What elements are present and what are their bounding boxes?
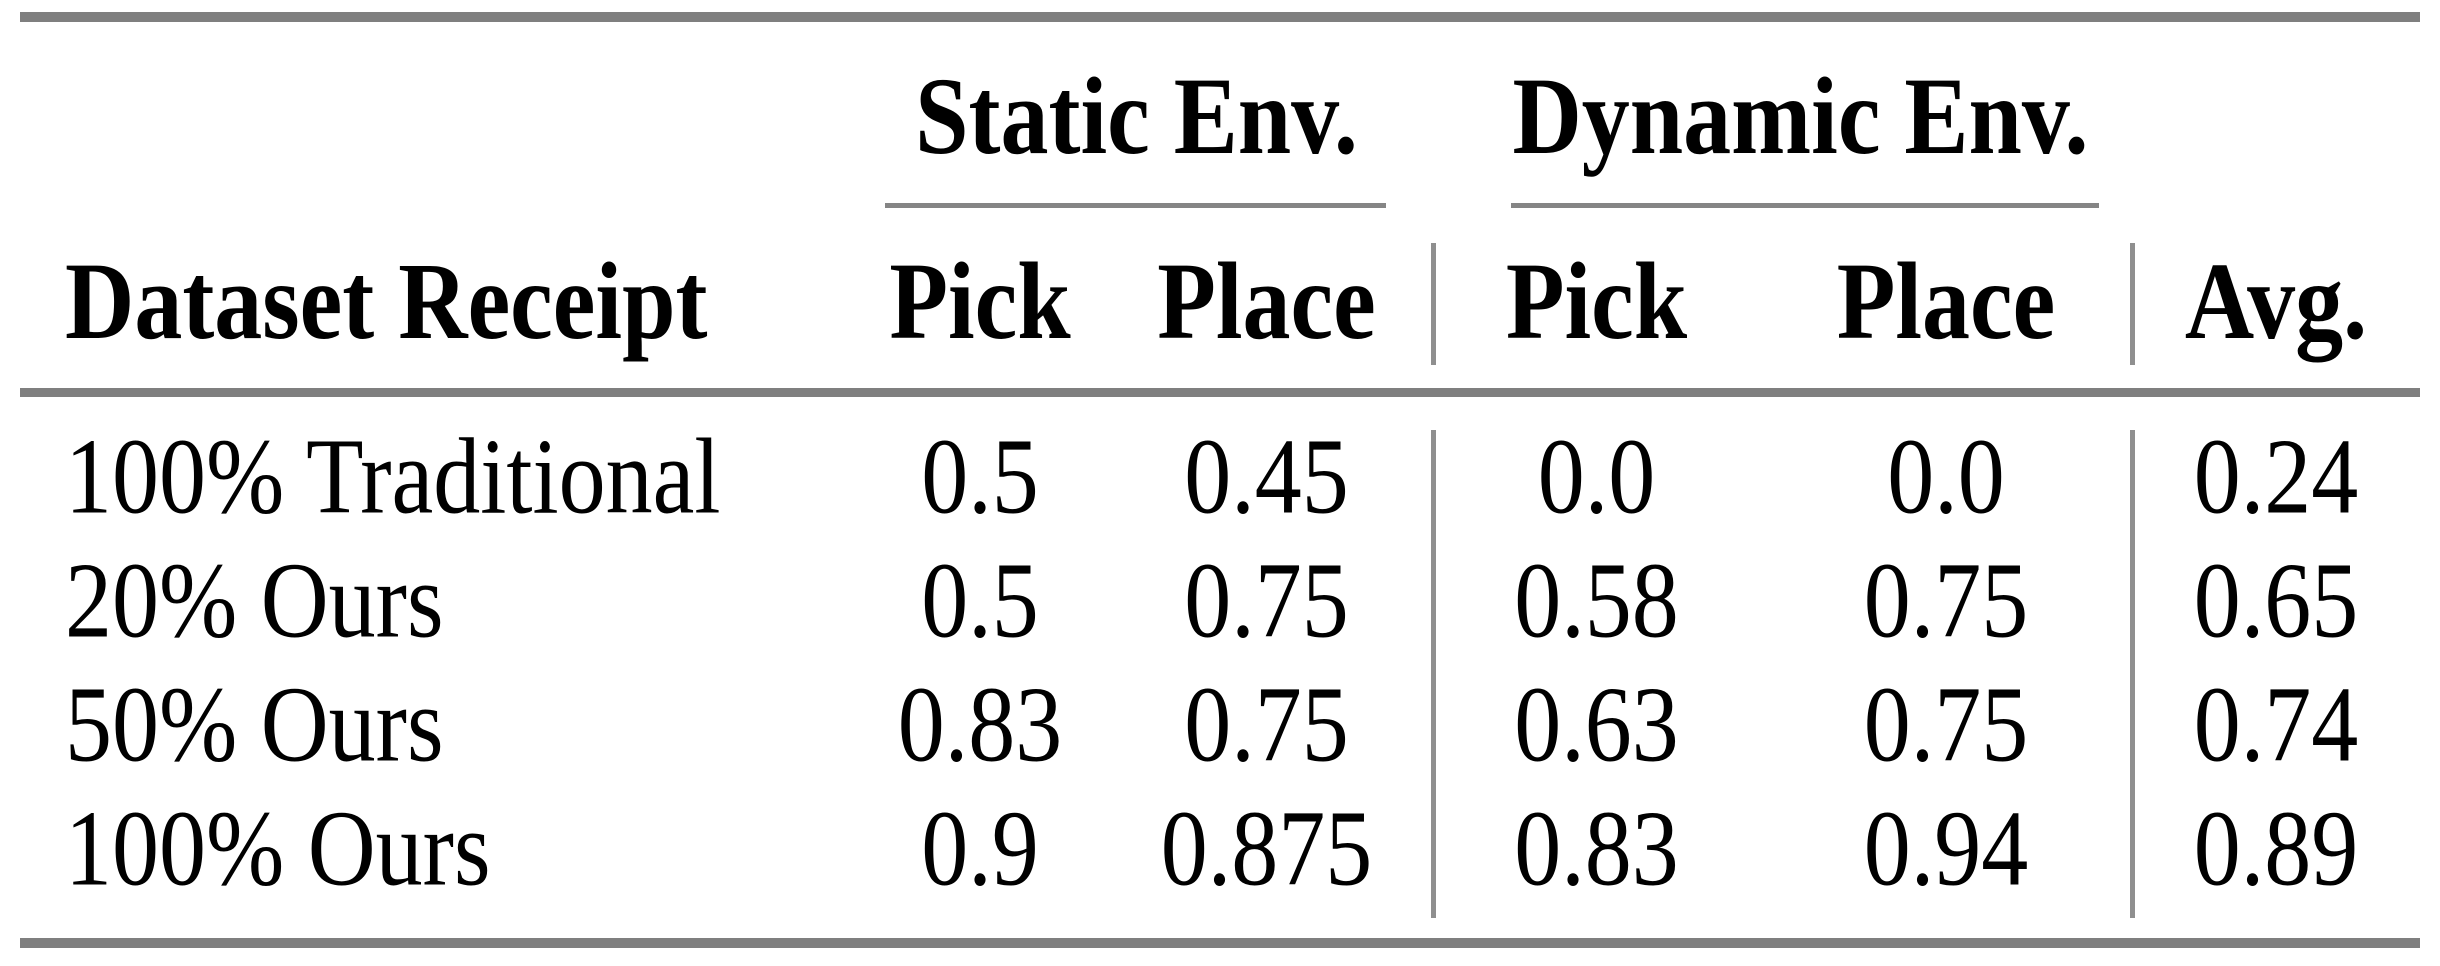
- cell-value: 0.0: [1537, 417, 1656, 537]
- header-separator-rule: [20, 388, 2420, 397]
- cell-value: 0.9: [921, 789, 1039, 909]
- column-header-avg: Avg.: [2184, 238, 2368, 362]
- cell-value: 0.63: [1514, 665, 1679, 785]
- cell-value: 0.875: [1160, 789, 1373, 909]
- cell-value: 0.24: [2193, 417, 2359, 537]
- cell-value: 0.65: [2193, 541, 2359, 661]
- cmidrule-dynamic-env: [1511, 203, 2099, 208]
- column-header-dataset-receipt: Dataset Receipt: [65, 238, 708, 362]
- cell-value: 0.89: [2193, 789, 2359, 909]
- cell-value: 0.0: [1887, 417, 2005, 537]
- top-rule: [20, 12, 2420, 22]
- group-header-static-env: Static Env.: [860, 22, 1433, 208]
- results-table: Static Env. Dynamic Env. Dataset Receipt…: [20, 22, 2420, 911]
- group-header-dynamic-env: Dynamic Env.: [1433, 22, 2132, 208]
- cell-value: 0.75: [1863, 541, 2029, 661]
- vrule-static-dynamic-body: [1431, 430, 1436, 918]
- cell-value: 0.5: [921, 417, 1039, 537]
- cell-value: 0.83: [897, 665, 1063, 785]
- bottom-rule: [20, 938, 2420, 948]
- vrule-static-dynamic-header: [1431, 243, 1436, 365]
- group-header-dynamic-env-label: Dynamic Env.: [1512, 53, 2089, 177]
- column-header-dynamic-pick: Pick: [1505, 238, 1688, 362]
- cell-value: 0.74: [2193, 665, 2359, 785]
- cell-value: 0.83: [1514, 789, 1679, 909]
- row-label: 50% Ours: [65, 665, 444, 785]
- cell-value: 0.5: [921, 541, 1039, 661]
- cell-value: 0.94: [1863, 789, 2029, 909]
- row-label: 100% Ours: [65, 789, 491, 909]
- column-header-dynamic-place: Place: [1836, 238, 2056, 362]
- cell-value: 0.75: [1184, 665, 1349, 785]
- cell-value: 0.45: [1184, 417, 1349, 537]
- column-header-static-pick: Pick: [889, 238, 1071, 362]
- cell-value: 0.75: [1184, 541, 1349, 661]
- vrule-dynamic-avg-header: [2130, 243, 2135, 365]
- cmidrule-static-env: [885, 203, 1386, 208]
- cell-value: 0.58: [1514, 541, 1679, 661]
- vrule-dynamic-avg-body: [2130, 430, 2135, 918]
- row-label: 100% Traditional: [65, 417, 721, 537]
- group-header-static-env-label: Static Env.: [915, 53, 1358, 177]
- cell-value: 0.75: [1863, 665, 2029, 785]
- column-header-static-place: Place: [1157, 238, 1376, 362]
- row-label: 20% Ours: [65, 541, 444, 661]
